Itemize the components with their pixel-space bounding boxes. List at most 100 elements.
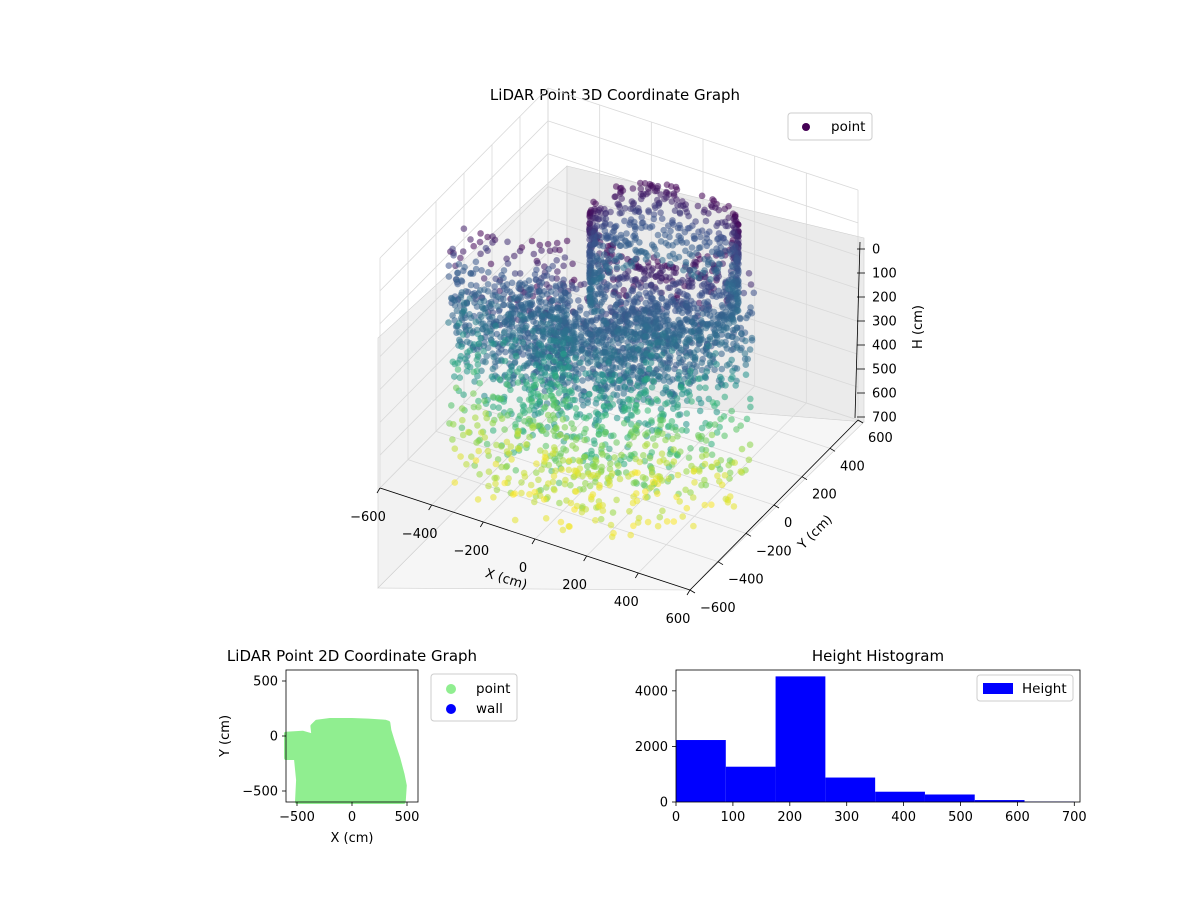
point-3d: [553, 424, 560, 432]
point-3d: [691, 258, 698, 266]
point-3d: [449, 436, 456, 443]
point-3d: [470, 368, 478, 376]
point-3d: [594, 423, 601, 430]
point-3d: [596, 502, 603, 510]
point-3d: [586, 482, 594, 490]
point-3d: [485, 482, 492, 490]
point-3d: [630, 199, 637, 207]
point-3d: [638, 214, 645, 221]
point-3d: [518, 373, 525, 381]
point-3d: [572, 488, 580, 495]
point-3d: [628, 262, 636, 270]
point-3d: [626, 376, 633, 384]
point-3d: [726, 469, 734, 477]
point-3d: [722, 382, 729, 389]
point-3d: [714, 472, 721, 480]
point-3d: [598, 463, 605, 471]
point-3d: [484, 447, 492, 455]
point-3d: [459, 431, 467, 439]
point-3d: [505, 475, 512, 482]
point-3d: [697, 317, 705, 324]
point-3d: [711, 266, 718, 274]
point-3d: [503, 438, 511, 446]
legend-histogram-box: [976, 674, 1074, 702]
point-3d: [470, 390, 477, 397]
chart-3d: LiDAR Point 3D Coordinate Graph −600 −400…: [350, 86, 926, 627]
point-3d: [526, 353, 533, 360]
point-3d: [509, 491, 517, 498]
point-3d: [645, 207, 652, 214]
point-3d: [466, 326, 474, 334]
point-3d: [507, 443, 515, 450]
point-3d: [665, 322, 672, 329]
legend-3d-marker: [802, 123, 810, 131]
point-3d: [556, 499, 563, 507]
point-3d: [501, 426, 508, 433]
x-tick-label-3d: −200: [453, 544, 489, 559]
point-3d: [539, 427, 547, 434]
point-3d: [663, 316, 671, 324]
point-3d: [540, 358, 547, 365]
point-3d: [732, 254, 739, 262]
point-3d: [500, 329, 508, 337]
point-3d: [523, 441, 530, 448]
point-3d: [579, 377, 586, 384]
point-3d: [562, 327, 570, 335]
point-3d: [717, 373, 724, 381]
point-3d: [718, 365, 726, 373]
point-3d: [718, 339, 725, 346]
point-3d: [459, 416, 466, 424]
point-3d: [500, 267, 508, 274]
point-3d: [647, 359, 655, 367]
point-3d: [508, 363, 516, 370]
point-3d: [683, 352, 691, 360]
point-3d: [670, 190, 678, 197]
point-3d: [695, 299, 703, 307]
point-3d: [516, 396, 523, 404]
x-tick-label-3d: 200: [562, 578, 587, 593]
point-3d: [702, 446, 710, 454]
point-3d: [701, 239, 709, 246]
point-3d: [703, 368, 711, 375]
histogram-y-tick-label: 0: [660, 796, 668, 811]
histogram-x-tick-label: 700: [1062, 810, 1087, 825]
point-3d: [578, 346, 585, 354]
point-3d: [563, 402, 571, 410]
point-3d: [522, 344, 529, 351]
point-3d: [507, 296, 515, 303]
point-3d: [626, 441, 633, 448]
x-tick-label-3d: 400: [614, 595, 639, 610]
point-3d: [508, 303, 516, 311]
x-axis-label-2d: X (cm): [331, 831, 374, 846]
point-3d: [740, 289, 748, 297]
point-3d: [613, 263, 621, 271]
point-3d: [588, 447, 595, 455]
point-3d: [729, 271, 737, 278]
point-3d: [546, 387, 553, 395]
point-3d: [492, 460, 500, 468]
z-tick-label-3d: 700: [872, 411, 897, 426]
point-3d: [714, 383, 722, 391]
point-3d: [581, 453, 589, 461]
point-3d: [664, 327, 671, 335]
point-3d: [460, 391, 467, 399]
point-3d: [673, 493, 680, 501]
legend-2d: point wall: [430, 673, 518, 722]
point-3d: [676, 354, 683, 362]
point-3d: [686, 336, 694, 343]
point-3d: [484, 281, 492, 288]
point-3d: [567, 481, 574, 489]
point-3d: [547, 380, 555, 388]
point-3d: [490, 340, 497, 348]
point-3d: [594, 329, 601, 337]
point-3d: [448, 402, 455, 409]
point-3d: [680, 266, 687, 274]
point-3d: [616, 475, 624, 483]
point-3d: [675, 411, 682, 419]
point-3d: [466, 347, 474, 354]
point-3d: [478, 267, 485, 274]
x-tick-3d: [583, 555, 588, 562]
point-3d: [706, 359, 714, 366]
point-3d: [620, 390, 627, 397]
point-3d: [568, 282, 576, 289]
